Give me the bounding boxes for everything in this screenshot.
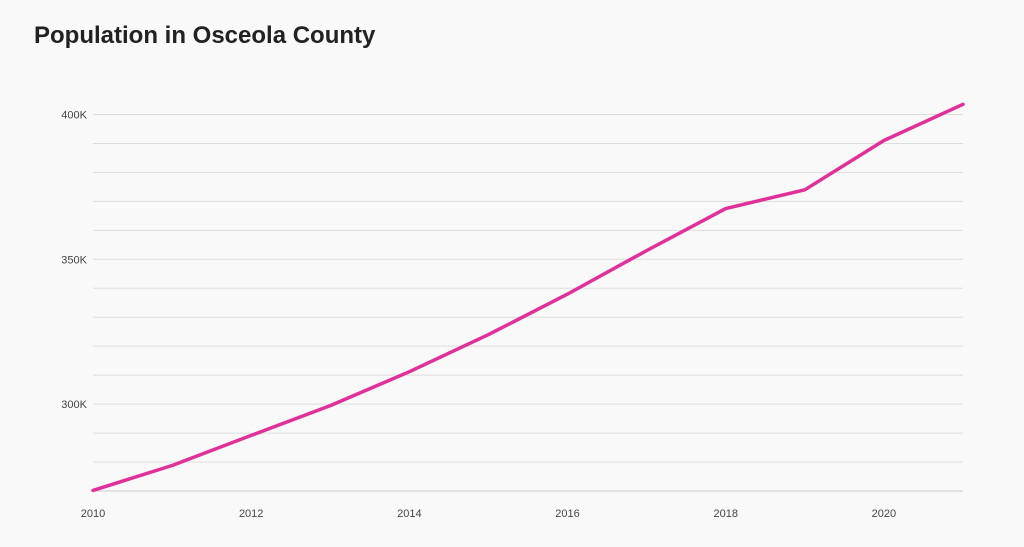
x-tick-label: 2014 xyxy=(397,508,421,520)
series-line xyxy=(91,102,965,493)
y-tick-label: 400K xyxy=(61,109,87,121)
x-tick-label: 2016 xyxy=(555,508,579,520)
chart-title: Population in Osceola County xyxy=(34,22,376,49)
tick-labels: 300K 350K 400K 2010 2012 2014 2016 2018 2020 xyxy=(61,109,896,520)
y-tick-label: 350K xyxy=(61,254,87,266)
grid-lines xyxy=(93,113,963,492)
x-tick-label: 2010 xyxy=(81,508,105,520)
series-lines xyxy=(91,102,965,493)
x-tick-label: 2020 xyxy=(872,508,896,520)
x-tick-label: 2012 xyxy=(239,508,263,520)
y-tick-label: 300K xyxy=(61,399,87,411)
x-tick-label: 2018 xyxy=(713,508,737,520)
